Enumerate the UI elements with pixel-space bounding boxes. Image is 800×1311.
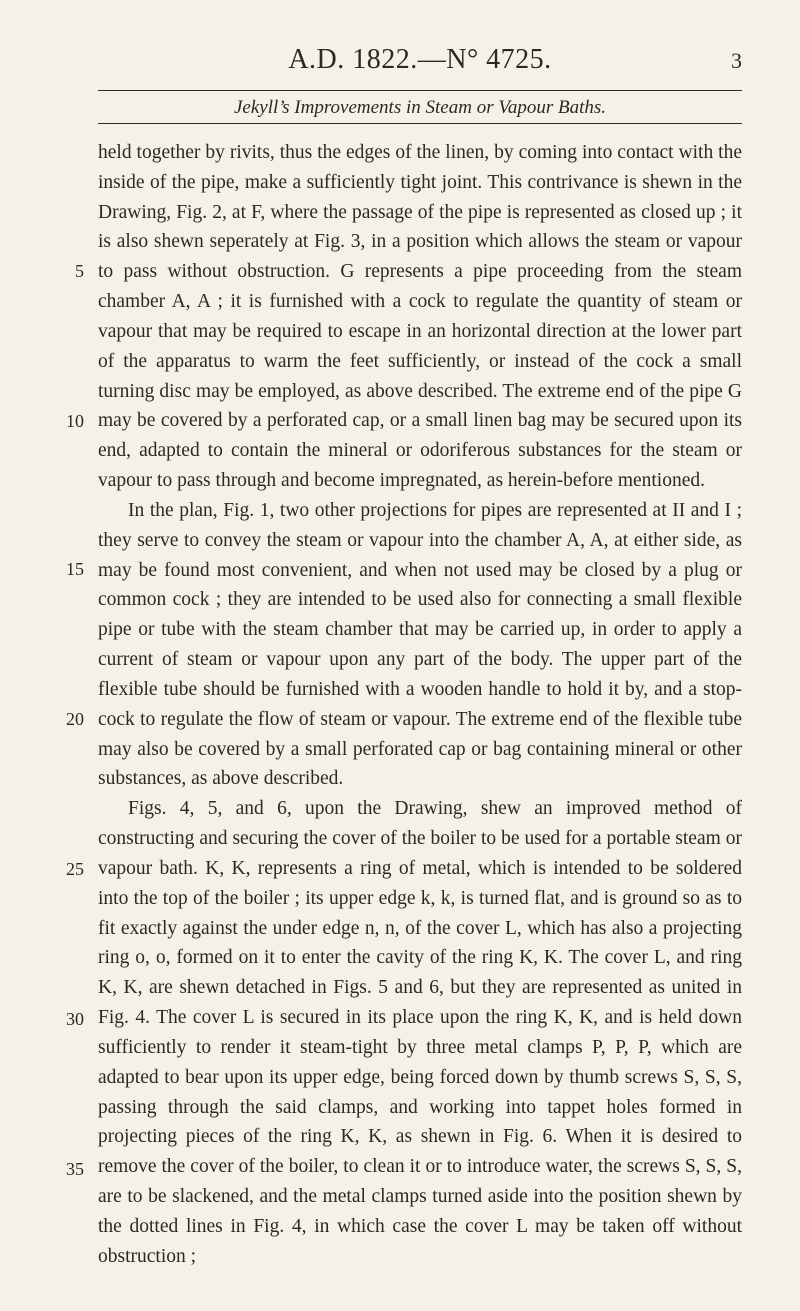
line-number-5: 5 [52, 258, 84, 286]
line-number-15: 15 [52, 556, 84, 584]
line-number-25: 25 [52, 856, 84, 884]
line-number-30: 30 [52, 1006, 84, 1034]
body-text: 5 10 15 20 25 30 35 held together by riv… [98, 138, 742, 1271]
paragraph-3: Figs. 4, 5, and 6, upon the Drawing, she… [98, 794, 742, 1271]
line-number-35: 35 [52, 1156, 84, 1184]
header-row: A.D. 1822.—N° 4725. 3 [98, 44, 742, 76]
paragraph-1: held together by rivits, thus the edges … [98, 138, 742, 496]
rule-bottom [98, 123, 742, 124]
document-page: A.D. 1822.—N° 4725. 3 Jekyll’s Improveme… [0, 0, 800, 1311]
paragraph-2: In the plan, Fig. 1, two other projectio… [98, 496, 742, 794]
line-number-20: 20 [52, 706, 84, 734]
page-number: 3 [731, 48, 742, 74]
running-subtitle: Jekyll’s Improvements in Steam or Vapour… [98, 91, 742, 123]
line-number-10: 10 [52, 408, 84, 436]
header-title: A.D. 1822.—N° 4725. [288, 44, 551, 76]
